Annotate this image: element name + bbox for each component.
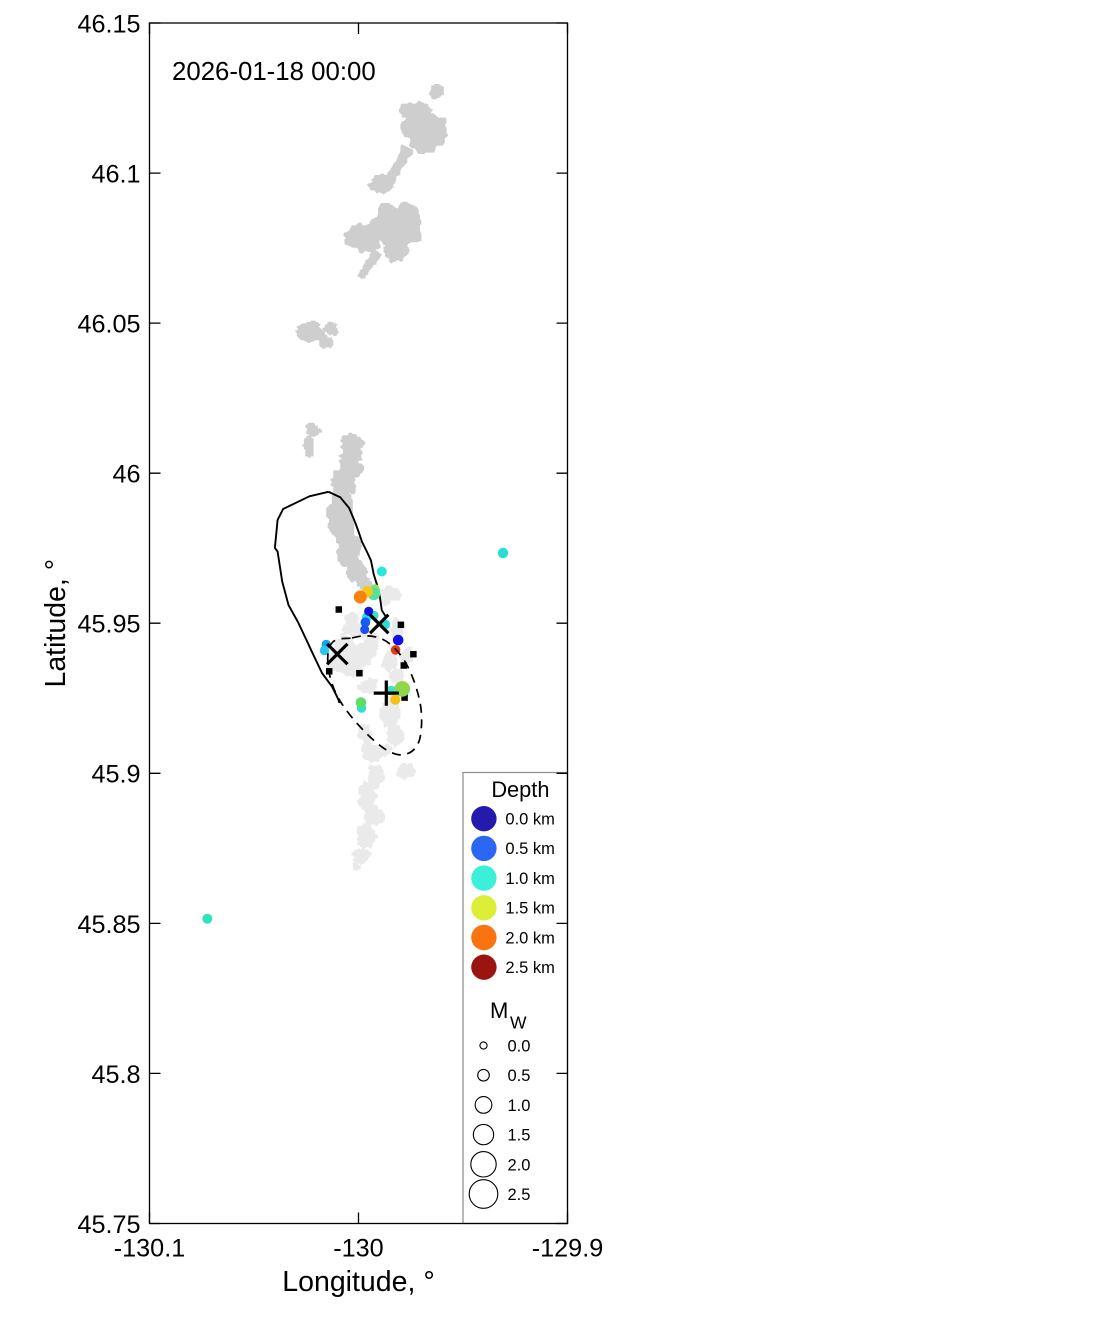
- svg-text:2.5: 2.5: [508, 1186, 531, 1204]
- svg-text:0.0 km: 0.0 km: [505, 811, 555, 829]
- svg-text:45.9: 45.9: [91, 761, 140, 789]
- svg-text:-130: -130: [333, 1234, 383, 1262]
- svg-text:2.5 km: 2.5 km: [505, 959, 555, 977]
- svg-text:1.5: 1.5: [508, 1127, 531, 1145]
- svg-text:46.05: 46.05: [77, 311, 140, 339]
- svg-text:1.0 km: 1.0 km: [505, 870, 555, 888]
- svg-text:-129.9: -129.9: [532, 1234, 603, 1262]
- svg-text:45.75: 45.75: [77, 1211, 140, 1239]
- svg-text:-130.1: -130.1: [114, 1234, 185, 1262]
- svg-text:46.15: 46.15: [77, 10, 140, 38]
- svg-text:46.1: 46.1: [91, 161, 140, 189]
- svg-text:2.0 km: 2.0 km: [505, 929, 555, 947]
- svg-text:Depth: Depth: [491, 777, 549, 802]
- svg-text:2026-01-18 00:00: 2026-01-18 00:00: [172, 58, 376, 86]
- svg-text:0.5: 0.5: [508, 1067, 531, 1085]
- svg-text:Longitude, °: Longitude, °: [282, 1266, 434, 1298]
- svg-text:1.0: 1.0: [508, 1097, 531, 1115]
- svg-text:0.0: 0.0: [508, 1038, 531, 1056]
- svg-text:0.5 km: 0.5 km: [505, 840, 555, 858]
- svg-text:2.0: 2.0: [508, 1156, 531, 1174]
- svg-text:45.95: 45.95: [77, 611, 140, 639]
- svg-text:45.8: 45.8: [91, 1061, 140, 1089]
- svg-text:M: M: [490, 998, 508, 1023]
- svg-text:W: W: [510, 1013, 527, 1033]
- svg-text:46: 46: [112, 461, 140, 489]
- svg-text:45.85: 45.85: [77, 911, 140, 939]
- svg-text:Latitude, °: Latitude, °: [40, 559, 72, 688]
- svg-text:1.5 km: 1.5 km: [505, 900, 555, 918]
